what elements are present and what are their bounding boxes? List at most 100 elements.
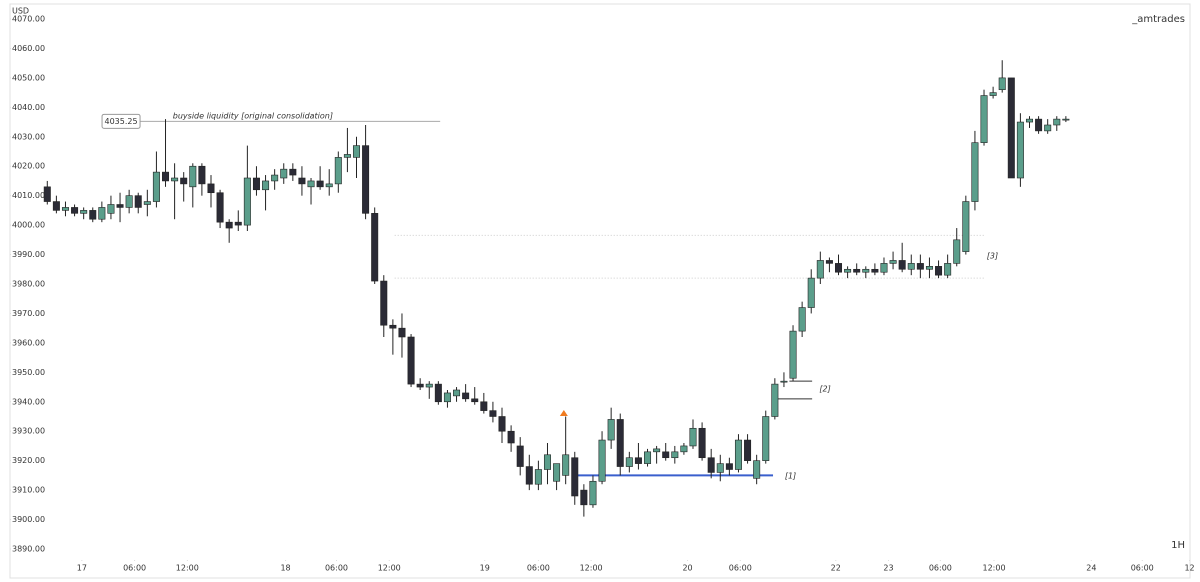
price-label: 4035.25 xyxy=(105,117,138,126)
candle-body xyxy=(616,419,624,467)
candle-body xyxy=(935,266,943,276)
candle-body xyxy=(98,207,106,220)
candle-body xyxy=(498,416,506,432)
candle-body xyxy=(962,201,970,252)
candle-body xyxy=(416,383,424,388)
candle-body xyxy=(716,463,724,473)
candle-body xyxy=(1062,118,1070,121)
candle-body xyxy=(289,168,297,176)
candle-body xyxy=(116,204,124,208)
candle-body xyxy=(753,460,761,479)
candle-body xyxy=(443,392,451,403)
candle-body xyxy=(853,268,861,273)
y-tick-label: 4030.00 xyxy=(12,132,45,141)
candle-body xyxy=(944,263,952,276)
x-tick-label: 06:00 xyxy=(929,564,952,573)
candle-body xyxy=(334,157,342,185)
candle-body xyxy=(889,260,897,264)
candle-body xyxy=(434,383,442,403)
candle-body xyxy=(316,180,324,188)
candle-body xyxy=(134,195,142,208)
watermark: _amtrades xyxy=(1131,14,1185,25)
candle-body xyxy=(543,454,551,470)
y-tick-label: 4050.00 xyxy=(12,73,45,82)
candle-body xyxy=(189,165,197,188)
candle-body xyxy=(52,201,60,211)
candle-body xyxy=(998,77,1006,90)
candle-body xyxy=(489,410,497,417)
candle-body xyxy=(225,221,233,229)
level-label: [3] xyxy=(987,252,998,261)
candle-body xyxy=(625,457,633,467)
candle-body xyxy=(734,439,742,470)
y-tick-label: 4010.00 xyxy=(12,191,45,200)
candle-body xyxy=(771,383,779,417)
candle-body xyxy=(243,177,251,226)
x-tick-label: 06:00 xyxy=(527,564,550,573)
candle-body xyxy=(252,177,260,191)
candle-body xyxy=(71,207,79,214)
x-tick-label: 17 xyxy=(77,564,87,573)
candle-body xyxy=(780,380,788,383)
y-tick-label: 3980.00 xyxy=(12,280,45,289)
candle-body xyxy=(380,280,388,326)
candle-body xyxy=(644,451,652,464)
candle-body xyxy=(80,210,88,214)
candle-body xyxy=(925,266,933,270)
candle-body xyxy=(462,392,470,400)
candle-body xyxy=(234,221,242,226)
candle-body xyxy=(744,439,752,461)
candle-body xyxy=(171,177,179,182)
x-tick-label: 18 xyxy=(280,564,290,573)
y-tick-label: 4020.00 xyxy=(12,162,45,171)
candle-body xyxy=(307,180,315,188)
x-tick-label: 12:00 xyxy=(176,564,199,573)
candle-body xyxy=(152,171,160,202)
candle-body xyxy=(589,480,597,506)
x-tick-label: 23 xyxy=(883,564,893,573)
candle-body xyxy=(343,154,351,158)
candle-body xyxy=(43,186,51,202)
candle-body xyxy=(680,445,688,453)
candle-body xyxy=(143,201,151,205)
x-tick-label: 20 xyxy=(682,564,692,573)
candle-body xyxy=(534,469,542,485)
candle-body xyxy=(980,95,988,143)
candle-body xyxy=(916,263,924,270)
candle-body xyxy=(907,263,915,270)
candle-body xyxy=(507,430,515,444)
y-tick-label: 3920.00 xyxy=(12,456,45,465)
y-tick-label: 3930.00 xyxy=(12,427,45,436)
y-tick-label: 3970.00 xyxy=(12,309,45,318)
candle-body xyxy=(762,416,770,461)
candle-body xyxy=(798,307,806,332)
x-tick-label: 12:00 xyxy=(378,564,401,573)
candle-body xyxy=(698,427,706,459)
candle-body xyxy=(1025,118,1033,123)
candle-body xyxy=(689,427,697,447)
y-tick-label: 4060.00 xyxy=(12,44,45,53)
candle-body xyxy=(280,168,288,179)
candle-body xyxy=(871,268,879,273)
candle-body xyxy=(653,448,661,453)
signal-marker xyxy=(559,409,568,416)
candle-body xyxy=(725,463,733,470)
candle-body xyxy=(862,268,870,273)
candle-body xyxy=(989,92,997,96)
candle-body xyxy=(389,324,397,329)
candle-body xyxy=(352,145,360,158)
candle-body xyxy=(453,389,461,397)
candle-body xyxy=(835,263,843,273)
candle-body xyxy=(61,207,69,211)
candle-body xyxy=(398,327,406,338)
candle-body xyxy=(1007,77,1015,179)
candle-body xyxy=(580,489,588,506)
candle-body xyxy=(571,457,579,497)
y-tick-label: 3910.00 xyxy=(12,486,45,495)
candle-body xyxy=(271,174,279,182)
candle-body xyxy=(216,192,224,223)
x-tick-label: 06:00 xyxy=(325,564,348,573)
candle-body xyxy=(844,268,852,273)
